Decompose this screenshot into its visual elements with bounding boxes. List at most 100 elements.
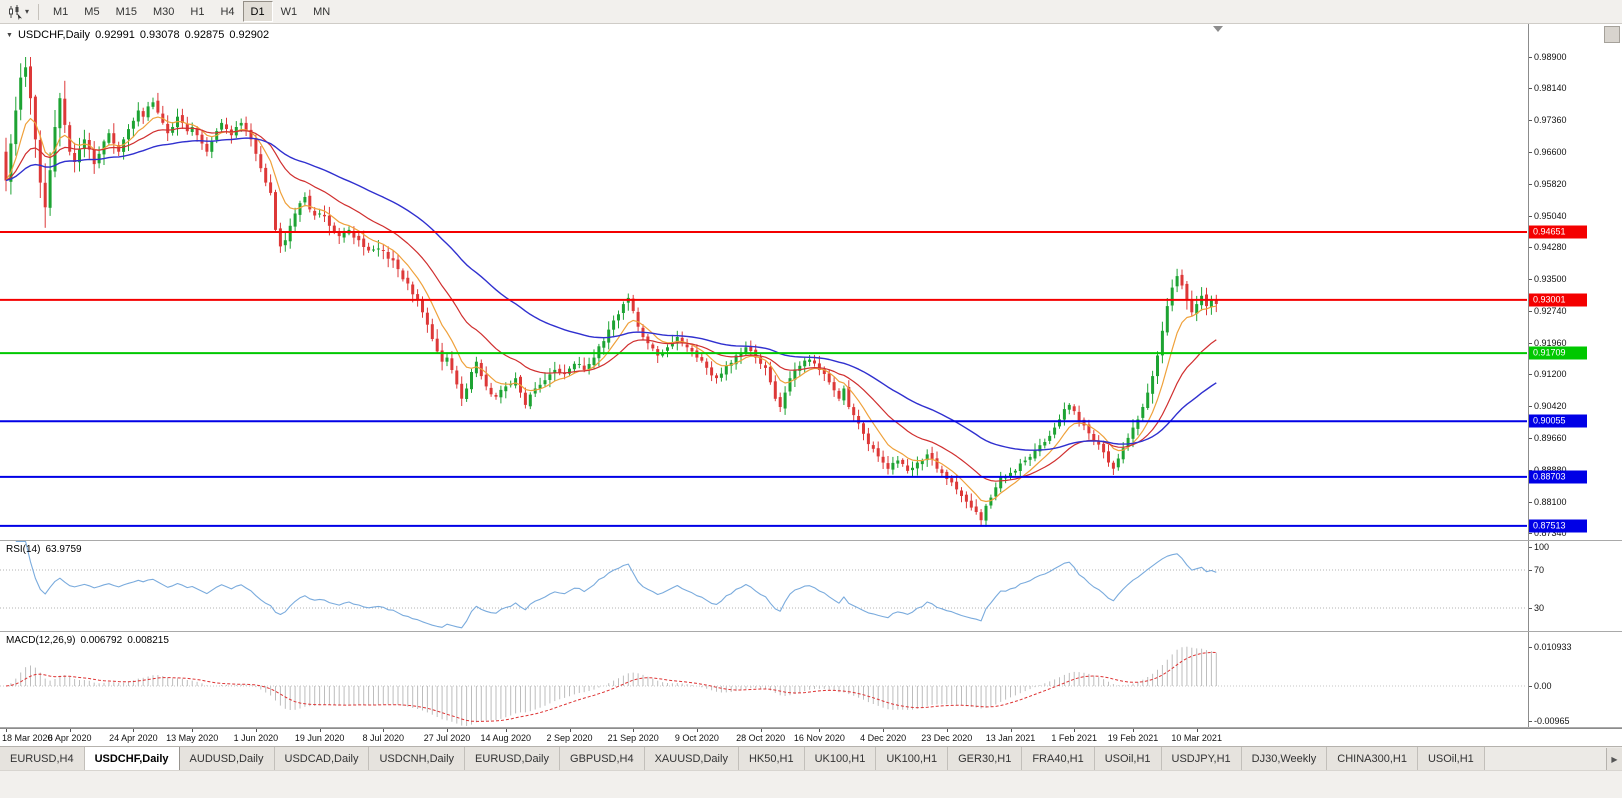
time-scale-tick (883, 729, 885, 732)
date-label: 14 Aug 2020 (480, 733, 532, 743)
chart-tab-xauusd-daily[interactable]: XAUUSD,Daily (644, 747, 739, 770)
time-scale-tick (1010, 729, 1012, 732)
time-scale-tick (1074, 729, 1076, 732)
price-scale-label: 30 (1534, 603, 1545, 613)
scale-tick (1529, 310, 1532, 312)
price-chart[interactable] (0, 24, 1527, 540)
chart-tab-dj30-weekly[interactable]: DJ30,Weekly (1241, 747, 1328, 770)
tab-scroll-right-icon[interactable]: ▶ (1606, 748, 1622, 770)
scale-tick (1529, 547, 1532, 548)
timeframe-button-d1[interactable]: D1 (242, 1, 273, 22)
chart-tab-uk100-h1[interactable]: UK100,H1 (876, 747, 949, 770)
scale-tick (1529, 151, 1532, 153)
time-scale-tick (946, 729, 948, 732)
chart-tab-hk50-h1[interactable]: HK50,H1 (738, 747, 805, 770)
timeframe-buttons: M1 M5 M15 M30 H1 H4 D1 W1 MN (45, 0, 338, 23)
price-scale-label: 0.91200 (1534, 369, 1567, 380)
rsi-scale[interactable]: 100 70 30 (1528, 541, 1622, 631)
scale-tick (1529, 247, 1532, 249)
candlestick-chart-icon (9, 4, 22, 20)
date-label: 1 Jun 2020 (233, 733, 279, 743)
time-scale-tick (1133, 729, 1134, 732)
chart-tab-usoil-h1[interactable]: USOil,H1 (1417, 747, 1485, 770)
date-label: 16 Nov 2020 (793, 733, 845, 743)
dropdown-caret-icon[interactable]: ▾ (25, 7, 30, 16)
chart-tab-fra40-h1[interactable]: FRA40,H1 (1022, 747, 1095, 770)
time-scale-tick (69, 729, 71, 732)
price-level-tag[interactable]: 0.87513 (1529, 519, 1587, 533)
price-scale-label: 0.90420 (1534, 401, 1567, 412)
time-scale-tick (760, 729, 762, 732)
scale-tick (1529, 533, 1532, 534)
chart-tab-audusd-daily[interactable]: AUDUSD,Daily (179, 747, 275, 770)
scale-tick (1529, 721, 1532, 722)
scale-corner-button[interactable] (1604, 26, 1620, 43)
date-label: 10 Mar 2021 (1171, 733, 1222, 743)
date-label: 28 Oct 2020 (736, 733, 786, 743)
chart-tab-china300-h1[interactable]: CHINA300,H1 (1327, 747, 1418, 770)
timeframe-button-h1[interactable]: H1 (190, 5, 205, 18)
time-scale-tick (192, 729, 194, 732)
macd-chart[interactable] (0, 632, 1527, 727)
time-scale[interactable]: 18 Mar 2020 6 Apr 2020 24 Apr 2020 13 May 2… (0, 728, 1622, 746)
scale-tick (1529, 437, 1532, 439)
timeframe-button-w1[interactable]: W1 (280, 5, 298, 18)
scale-tick (1529, 215, 1532, 217)
price-level-tag[interactable]: 0.88703 (1529, 470, 1587, 484)
price-level-tag[interactable]: 0.94651 (1529, 225, 1587, 239)
chart-tab-usdjpy-h1[interactable]: USDJPY,H1 (1161, 747, 1242, 770)
chart-tab-usdchf-daily[interactable]: USDCHF,Daily (84, 747, 180, 770)
rsi-value: 63.9759 (45, 544, 82, 555)
price-level-tag[interactable]: 0.90055 (1529, 414, 1587, 428)
scale-tick (1529, 646, 1532, 648)
date-label: 2 Sep 2020 (546, 733, 593, 743)
chart-tab-usoil-h1[interactable]: USOil,H1 (1094, 747, 1162, 770)
scale-tick (1529, 120, 1532, 122)
scale-tick (1529, 501, 1532, 503)
time-scale-tick (696, 729, 698, 732)
chart-tab-eurusd-daily[interactable]: EURUSD,Daily (465, 747, 561, 770)
date-label: 6 Apr 2020 (47, 733, 92, 743)
chart-tab-ger30-h1[interactable]: GER30,H1 (948, 747, 1023, 770)
chart-tab-usdcnh-daily[interactable]: USDCNH,Daily (369, 747, 466, 770)
scale-tick (1529, 342, 1532, 344)
macd-signal-value: 0.008215 (127, 635, 169, 646)
time-scale-tick (133, 729, 135, 732)
price-scale-label: 0.97360 (1534, 115, 1567, 126)
timeframe-button-mn[interactable]: MN (313, 5, 331, 18)
chart-type-button[interactable]: ▾ (4, 2, 32, 22)
price-level-tag[interactable]: 0.91709 (1529, 346, 1587, 360)
price-scale-label: 70 (1534, 565, 1545, 575)
timeframe-button-m15[interactable]: M15 (115, 5, 137, 18)
date-label: 27 Jul 2020 (423, 733, 471, 743)
time-scale-tick (819, 729, 821, 732)
timeframe-button-h4[interactable]: H4 (220, 5, 235, 18)
chart-tab-eurusd-h4[interactable]: EURUSD,H4 (0, 747, 85, 770)
timeframe-button-m5[interactable]: M5 (84, 5, 100, 18)
time-scale-tick (633, 729, 635, 732)
price-scale-label: 0.96600 (1534, 146, 1567, 157)
price-scale-label: 0.88880 (1534, 465, 1567, 475)
macd-scale[interactable]: 0.010933 0.00 -0.00965 (1528, 632, 1622, 727)
bottom-filler (0, 770, 1622, 798)
timeframe-button-m1[interactable]: M1 (53, 5, 69, 18)
price-scale[interactable]: 0.98900 0.98140 0.97360 0.96600 0.95820 0.950… (1528, 24, 1622, 540)
collapse-icon[interactable]: ▼ (6, 31, 13, 39)
rsi-label: RSI(14) 63.9759 (6, 544, 82, 555)
chart-tab-usdcad-daily[interactable]: USDCAD,Daily (274, 747, 370, 770)
chart-tab-gbpusd-h4[interactable]: GBPUSD,H4 (560, 747, 645, 770)
chart-tab-uk100-h1[interactable]: UK100,H1 (804, 747, 877, 770)
time-scale-tick (383, 729, 385, 732)
timeframe-toolbar: ▾ M1 M5 M15 M30 H1 H4 D1 W1 MN (0, 0, 1622, 24)
macd-label: MACD(12,26,9) 0.006792 0.008215 (6, 635, 169, 646)
date-label: 4 Dec 2020 (860, 733, 907, 743)
date-label: 19 Jun 2020 (294, 733, 345, 743)
price-level-tag[interactable]: 0.93001 (1529, 293, 1587, 307)
rsi-name: RSI(14) (6, 544, 41, 555)
rsi-chart[interactable] (0, 541, 1527, 631)
timeframe-button-m30[interactable]: M30 (152, 5, 175, 18)
price-pane: 0.98900 0.98140 0.97360 0.96600 0.95820 0.950… (0, 24, 1622, 541)
time-scale-tick (6, 729, 7, 732)
macd-pane: 0.010933 0.00 -0.00965 MACD(12,26,9) 0.006… (0, 632, 1622, 728)
